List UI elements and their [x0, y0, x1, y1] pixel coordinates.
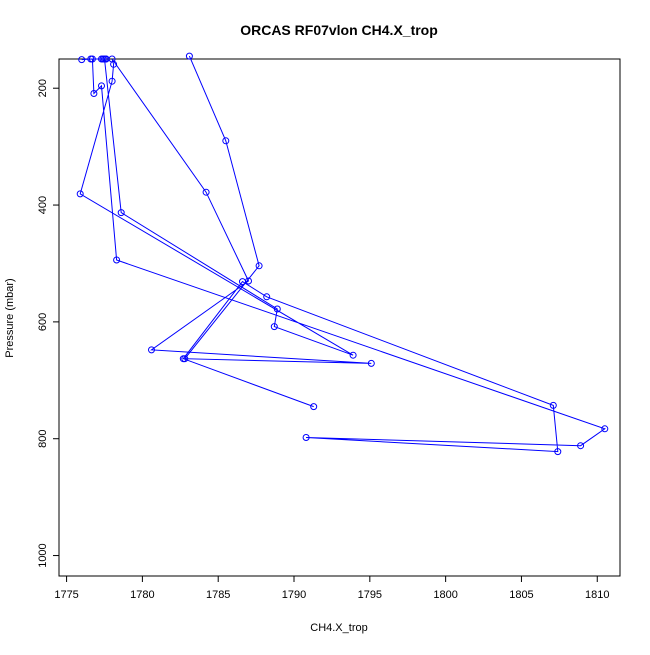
plot-frame	[58, 58, 621, 577]
data-point	[601, 425, 609, 433]
data-point	[90, 90, 98, 97]
series-line	[79, 55, 606, 453]
data-point	[263, 293, 271, 301]
data-point	[76, 190, 84, 198]
data-point	[255, 262, 263, 270]
x-axis-label: CH4.X_trop	[310, 622, 367, 634]
data-point	[185, 52, 193, 60]
y-tick-label: 400	[37, 196, 49, 214]
x-tick-label: 1785	[206, 589, 230, 601]
x-tick-label: 1780	[130, 589, 154, 601]
x-tick-label: 1805	[509, 589, 533, 601]
series-layer	[76, 52, 609, 456]
data-point	[310, 403, 318, 411]
data-point	[273, 305, 281, 313]
x-tick-label: 1795	[358, 589, 382, 601]
data-point	[117, 209, 125, 217]
data-point	[148, 346, 155, 354]
data-point	[302, 434, 310, 441]
x-tick-label: 1800	[433, 589, 457, 601]
y-tick-label: 200	[37, 79, 49, 97]
data-point	[577, 442, 585, 450]
data-point	[98, 82, 105, 90]
y-tick-label: 800	[37, 430, 49, 448]
data-point	[113, 256, 121, 264]
x-tick-label: 1790	[282, 589, 306, 601]
data-point	[554, 448, 562, 456]
x-tick-label: 1775	[54, 589, 78, 601]
chart-title: ORCAS RF07vlon CH4.X_trop	[240, 22, 438, 38]
data-point	[367, 359, 375, 367]
data-point	[108, 77, 116, 85]
data-point	[78, 56, 86, 64]
data-point	[88, 55, 96, 63]
data-point	[549, 401, 557, 409]
data-point	[102, 55, 110, 63]
data-point	[222, 137, 230, 145]
data-point	[270, 323, 278, 331]
x-axis: 1775 1780 1785 1790 1795 1800 1805 1810	[54, 575, 609, 601]
data-point	[98, 55, 105, 63]
y-axis-label: Pressure (mbar)	[4, 278, 16, 357]
y-axis: 200 400 600 800 1000	[37, 79, 60, 568]
data-point	[349, 351, 357, 359]
y-tick-label: 1000	[37, 543, 49, 567]
data-point	[110, 60, 118, 68]
data-point	[239, 278, 246, 286]
y-tick-label: 600	[37, 313, 49, 331]
data-point	[202, 188, 210, 196]
data-point	[179, 355, 187, 363]
x-tick-label: 1810	[585, 589, 609, 601]
